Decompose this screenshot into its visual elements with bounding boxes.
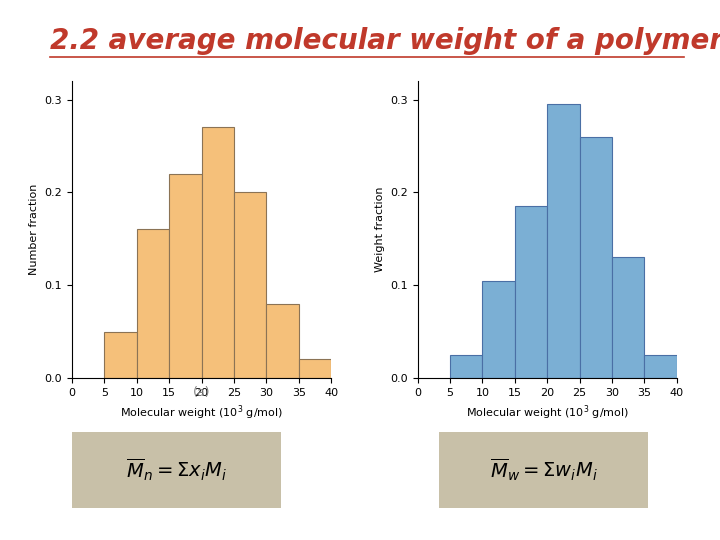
Text: (a): (a) xyxy=(193,386,210,399)
Y-axis label: Weight fraction: Weight fraction xyxy=(374,187,384,272)
Bar xyxy=(515,206,547,378)
Bar xyxy=(644,355,677,378)
Bar xyxy=(547,104,580,378)
Bar xyxy=(169,174,202,378)
Bar xyxy=(266,303,299,378)
Bar xyxy=(612,258,644,378)
Bar xyxy=(104,332,137,378)
Bar xyxy=(450,355,482,378)
X-axis label: Molecular weight (10$^3$ g/mol): Molecular weight (10$^3$ g/mol) xyxy=(120,403,283,422)
Text: 2.2 average molecular weight of a polymer: 2.2 average molecular weight of a polyme… xyxy=(50,27,720,55)
Text: $\overline{M}_n = \Sigma x_i M_i$: $\overline{M}_n = \Sigma x_i M_i$ xyxy=(126,457,227,483)
Bar xyxy=(202,127,234,378)
Text: $\overline{M}_w = \Sigma w_i M_i$: $\overline{M}_w = \Sigma w_i M_i$ xyxy=(490,457,598,483)
Bar xyxy=(137,230,169,378)
Bar xyxy=(234,192,266,378)
Bar xyxy=(580,137,612,378)
X-axis label: Molecular weight (10$^3$ g/mol): Molecular weight (10$^3$ g/mol) xyxy=(466,403,629,422)
Bar xyxy=(482,281,515,378)
Y-axis label: Number fraction: Number fraction xyxy=(29,184,39,275)
Bar xyxy=(299,360,331,378)
